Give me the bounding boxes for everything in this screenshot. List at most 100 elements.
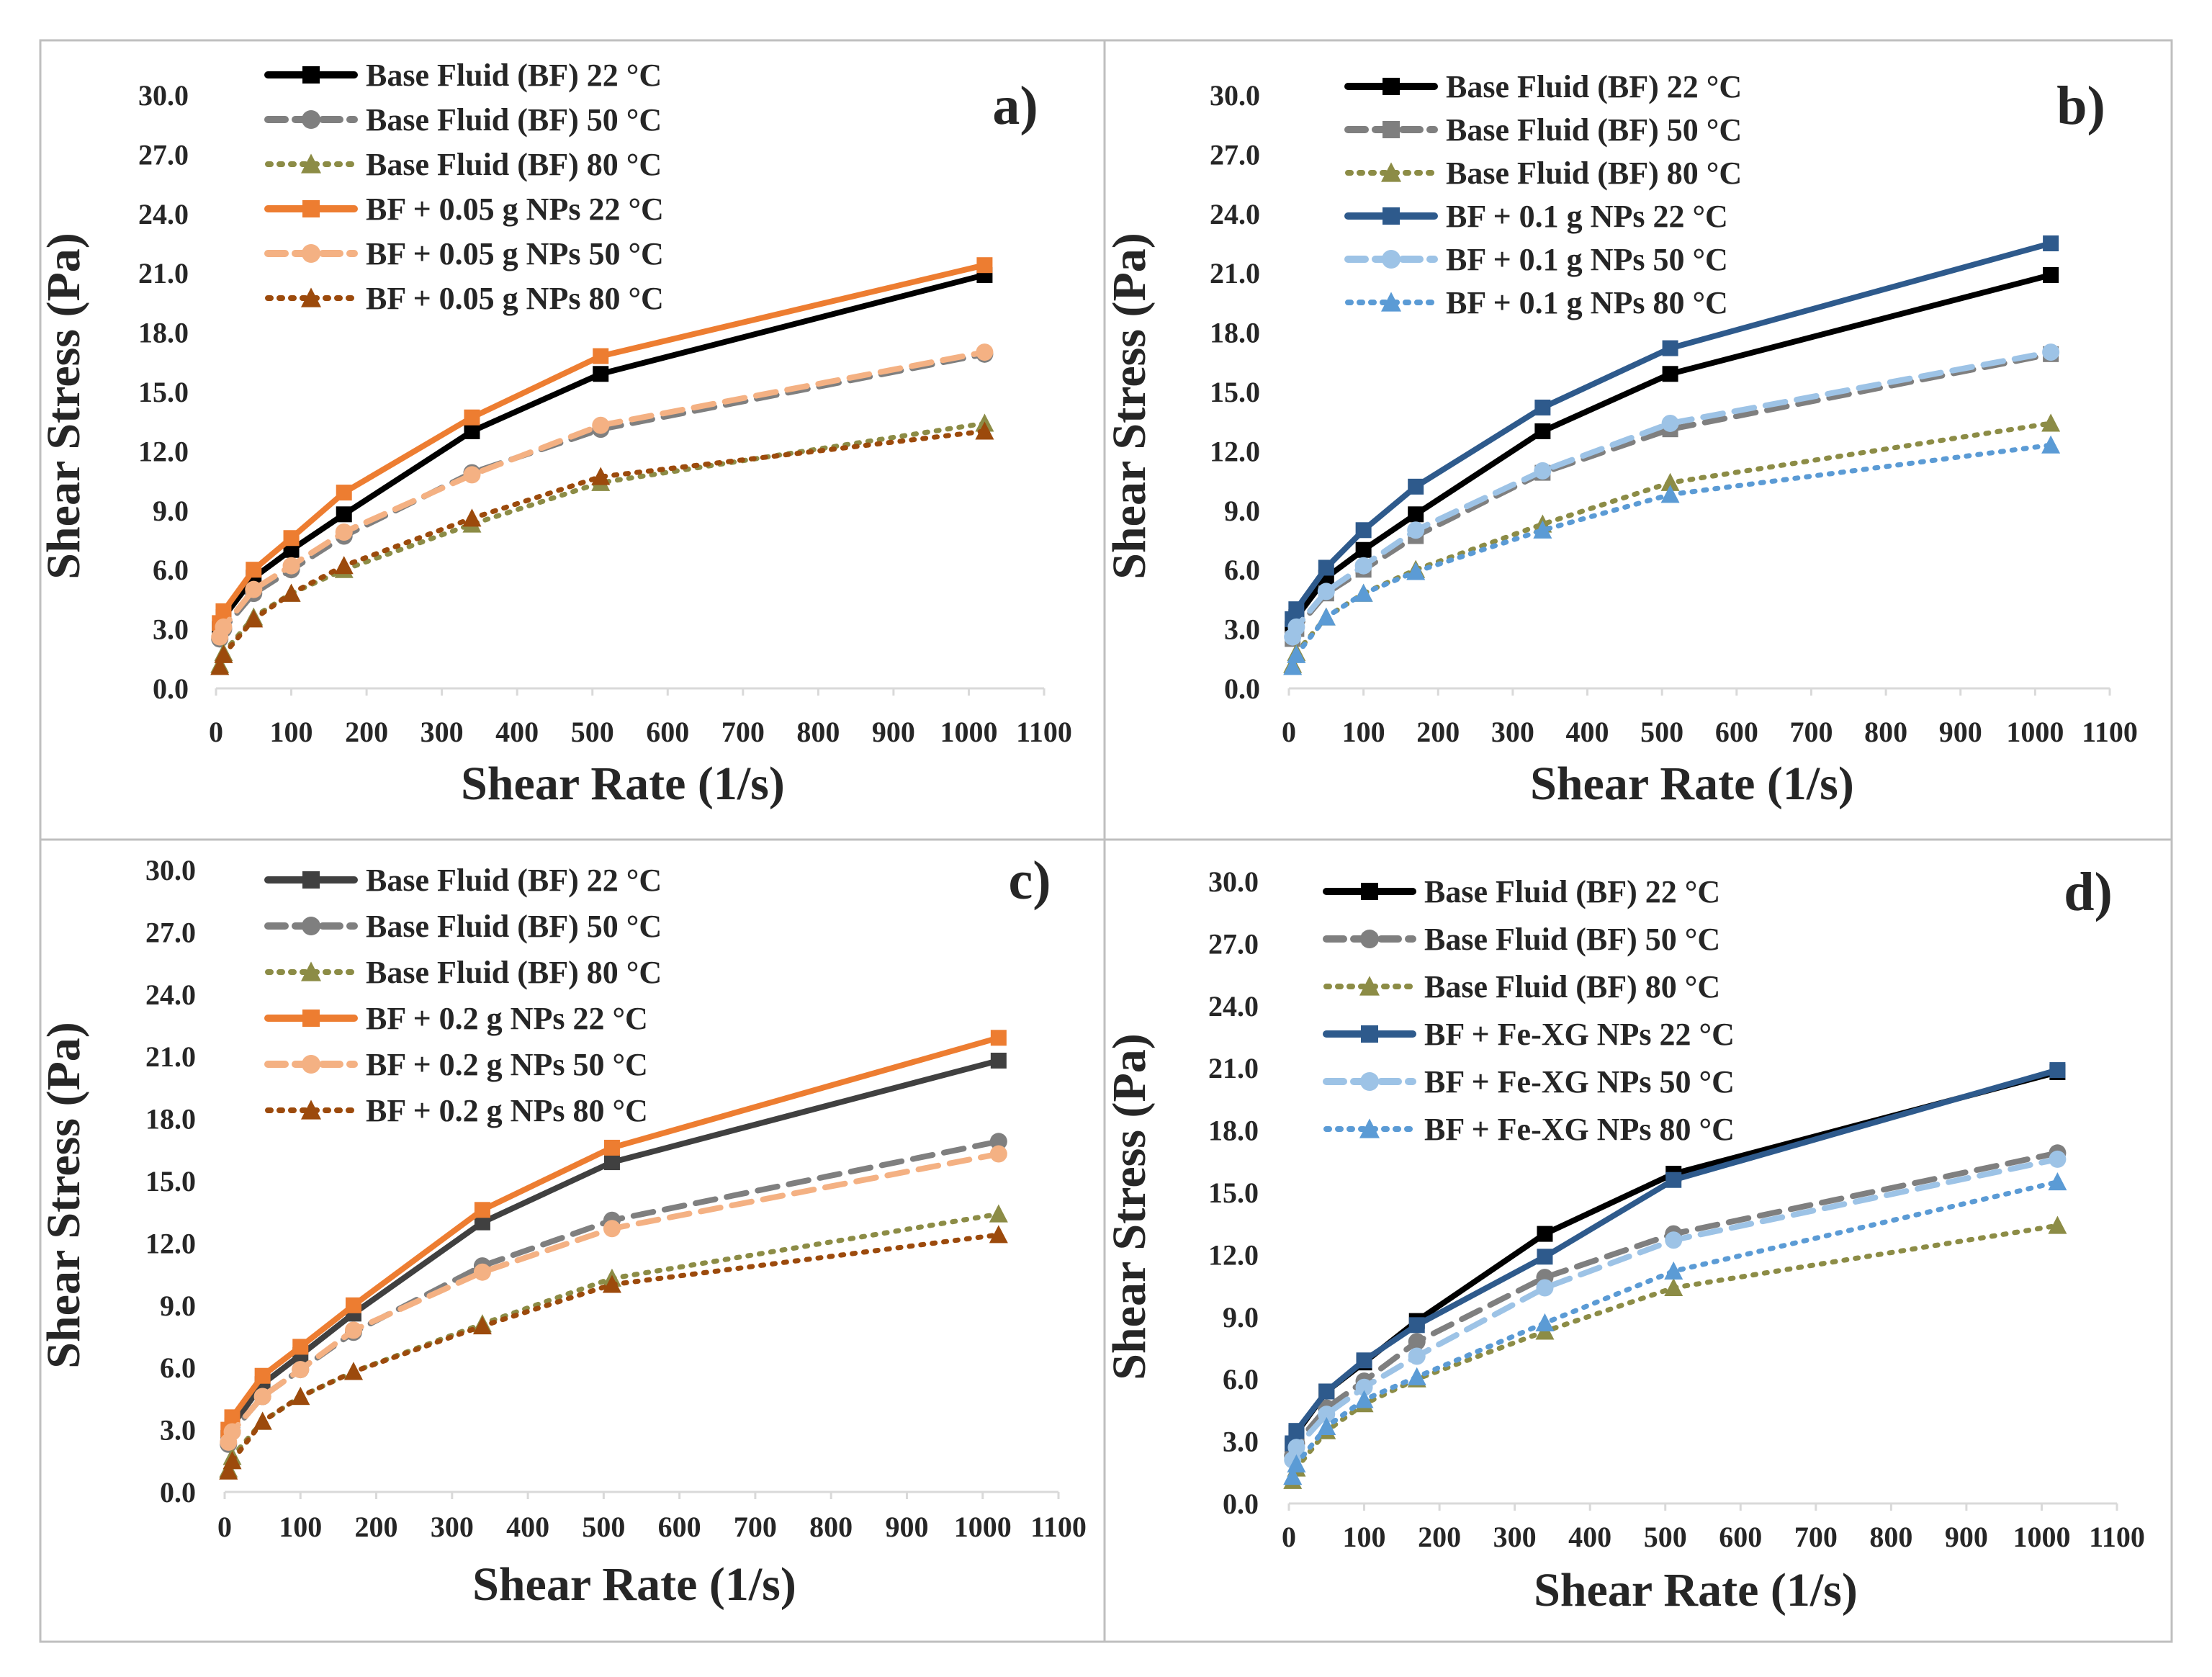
legend-entry-label: BF + 0.05 g NPs 22 °C	[366, 192, 664, 227]
data-point	[1408, 506, 1424, 523]
data-point	[976, 257, 993, 274]
legend-swatch-marker	[1382, 78, 1400, 95]
panel-label: d)	[2064, 862, 2113, 922]
series-line	[217, 421, 987, 667]
data-point	[1287, 1454, 1306, 1473]
legend-entry-label: BF + Fe-XG NPs 22 °C	[1424, 1017, 1735, 1052]
x-tick-label: 400	[1566, 716, 1609, 748]
data-point	[2043, 266, 2059, 283]
data-point	[1537, 1249, 1553, 1265]
legend-entry-label: BF + Fe-XG NPs 50 °C	[1424, 1064, 1735, 1100]
y-tick-label: 12.0	[1210, 435, 1260, 467]
legend-entry-label: BF + 0.1 g NPs 50 °C	[1446, 242, 1728, 277]
data-point	[472, 1316, 492, 1335]
x-tick-label: 1000	[2013, 1521, 2070, 1553]
data-point	[336, 506, 352, 523]
legend-swatch-marker	[1382, 250, 1401, 269]
y-tick-label: 15.0	[138, 376, 189, 408]
data-point	[2048, 1172, 2067, 1191]
data-point	[334, 556, 354, 575]
y-tick-label: 9.0	[160, 1290, 196, 1322]
series-5	[1284, 343, 2060, 646]
data-point	[989, 1225, 1008, 1244]
y-tick-label: 6.0	[153, 554, 189, 586]
data-point	[990, 1052, 1007, 1069]
data-point	[292, 1361, 310, 1379]
panel-label: c)	[1008, 850, 1051, 911]
x-tick-label: 1000	[2006, 716, 2064, 748]
x-tick-label: 100	[270, 716, 313, 748]
y-tick-label: 27.0	[138, 138, 189, 171]
x-tick-label: 800	[1864, 716, 1907, 748]
data-point	[464, 423, 480, 439]
x-tick-label: 0	[1282, 716, 1296, 748]
x-tick-label: 500	[1640, 716, 1683, 748]
x-tick-label: 300	[1493, 1521, 1537, 1553]
series-4	[1285, 1062, 2066, 1452]
data-point	[335, 523, 353, 541]
x-tick-label: 100	[1342, 716, 1385, 748]
data-point	[1317, 1416, 1336, 1435]
legend-swatch-marker	[301, 287, 321, 307]
x-tick-label: 1000	[940, 716, 997, 748]
y-tick-label: 0.0	[1223, 1488, 1259, 1520]
data-point	[1316, 607, 1336, 626]
x-tick-label: 900	[885, 1511, 928, 1543]
data-point	[2041, 435, 2061, 454]
y-tick-label: 24.0	[138, 198, 189, 230]
data-point	[1407, 1367, 1426, 1385]
x-tick-label: 800	[1869, 1521, 1912, 1553]
legend-entry-label: Base Fluid (BF) 50 °C	[366, 909, 662, 944]
x-tick-label: 200	[1416, 716, 1460, 748]
x-tick-label: 700	[721, 716, 765, 748]
y-tick-label: 6.0	[1224, 554, 1260, 586]
legend-entry-label: Base Fluid (BF) 22 °C	[366, 58, 662, 93]
data-point	[1354, 557, 1372, 575]
data-point	[254, 1367, 271, 1384]
legend-entry-label: BF + Fe-XG NPs 80 °C	[1424, 1112, 1735, 1147]
y-tick-label: 30.0	[138, 79, 189, 112]
series-6	[219, 1225, 1008, 1480]
data-point	[1662, 340, 1678, 356]
legend-entry-label: Base Fluid (BF) 80 °C	[366, 147, 662, 182]
data-point	[246, 562, 262, 578]
x-tick-label: 200	[1418, 1521, 1461, 1553]
legend-entry-label: Base Fluid (BF) 80 °C	[1446, 156, 1742, 191]
data-point	[219, 1461, 238, 1480]
series-5	[1284, 1150, 2067, 1469]
x-tick-label: 700	[1789, 716, 1833, 748]
data-point	[1287, 1439, 1305, 1457]
x-tick-label: 0	[217, 1511, 232, 1543]
series-5	[211, 343, 994, 646]
x-tick-label: 400	[1568, 1521, 1611, 1553]
y-tick-label: 30.0	[1208, 866, 1259, 898]
chart-panel-c: 0 100 200 300 400 500 600 700 800 900 1000 1100 0.0 3…	[37, 838, 1106, 1643]
y-tick-label: 21.0	[138, 257, 189, 289]
legend-swatch-marker	[1360, 1072, 1379, 1091]
data-point	[1408, 1317, 1425, 1334]
y-tick-label: 3.0	[1223, 1426, 1259, 1458]
data-point	[593, 348, 609, 364]
x-tick-label: 800	[796, 716, 840, 748]
data-point	[291, 1386, 310, 1406]
x-tick-label: 500	[571, 716, 614, 748]
x-tick-label: 900	[1945, 1521, 1988, 1553]
y-tick-label: 18.0	[138, 317, 189, 349]
data-point	[336, 485, 352, 501]
series-6	[1283, 1172, 2067, 1485]
legend-swatch-marker	[302, 200, 320, 217]
data-point	[283, 530, 300, 547]
legend-entry-label: Base Fluid (BF) 80 °C	[366, 955, 662, 990]
x-tick-label: 100	[1343, 1521, 1386, 1553]
data-point	[603, 1220, 621, 1238]
y-tick-label: 24.0	[145, 979, 196, 1011]
data-point	[603, 1154, 620, 1171]
series-5	[220, 1145, 1007, 1451]
y-axis-title: Shear Stress (Pa)	[37, 1022, 90, 1369]
legend-swatch-marker	[1382, 207, 1400, 225]
x-tick-label: 300	[431, 1511, 474, 1543]
data-point	[990, 1030, 1007, 1046]
legend-swatch-marker	[302, 1010, 320, 1027]
y-tick-label: 6.0	[160, 1352, 196, 1384]
